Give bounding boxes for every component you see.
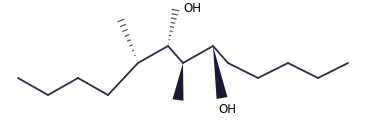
Text: OH: OH: [183, 2, 201, 15]
Polygon shape: [213, 46, 227, 99]
Polygon shape: [172, 63, 183, 101]
Text: OH: OH: [218, 103, 236, 116]
